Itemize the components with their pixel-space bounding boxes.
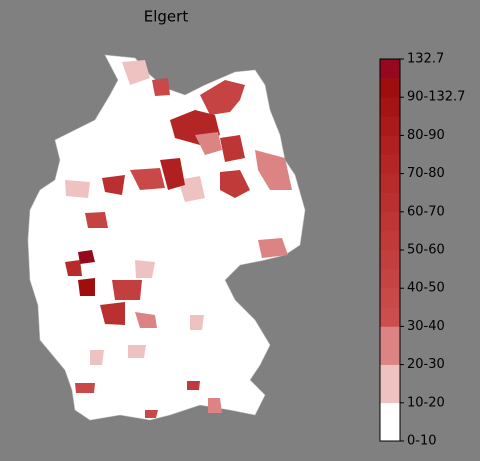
region: [135, 312, 157, 328]
map-title: Elgert: [144, 8, 189, 26]
colorbar-segment: [380, 421, 400, 442]
colorbar-segment: [380, 192, 400, 213]
colorbar-tick-label: 50-60: [407, 243, 445, 258]
colorbar-segment: [380, 345, 400, 365]
region: [78, 278, 95, 296]
colorbar-tick-label: 80-90: [407, 128, 445, 143]
region: [160, 158, 185, 190]
region: [135, 260, 155, 278]
colorbar-segment: [380, 326, 400, 346]
colorbar-segment: [380, 154, 400, 174]
colorbar-segment: [380, 135, 400, 155]
colorbar-tick-label: 70-80: [407, 166, 445, 181]
colorbar-segment: [380, 116, 400, 136]
colorbar-segment: [380, 307, 400, 327]
region: [145, 410, 158, 418]
region: [220, 170, 250, 198]
germany-map: [27, 54, 306, 421]
region: [100, 302, 125, 325]
colorbar-segment: [380, 383, 400, 404]
region: [152, 78, 170, 96]
colorbar-tick-label: 30-40: [407, 319, 445, 334]
region: [85, 212, 108, 228]
region: [220, 135, 245, 162]
region: [178, 176, 205, 202]
colorbar-tick-label: 90-132.7: [407, 90, 465, 105]
colorbar-segment: [380, 364, 400, 384]
region: [122, 60, 150, 85]
colorbar-tick-label: 10-20: [407, 395, 445, 410]
colorbar-segment: [380, 230, 400, 251]
region-highlights: [65, 60, 292, 418]
region: [187, 381, 200, 390]
region: [75, 383, 95, 393]
colorbar: 0-10 10-20 20-30 30-40 40-50 50-60 60-70 70-80 8…: [379, 52, 465, 449]
region: [200, 80, 245, 115]
colorbar-segment: [380, 211, 400, 232]
colorbar-segment: [380, 78, 400, 98]
colorbar-segment: [380, 269, 400, 289]
region: [258, 238, 288, 258]
region: [208, 398, 222, 413]
region: [255, 150, 292, 190]
region: [65, 180, 90, 198]
region: [190, 315, 204, 330]
colorbar-segment: [380, 402, 400, 423]
colorbar-tick-label: 20-30: [407, 357, 445, 372]
region: [90, 350, 104, 365]
colorbar-tick-label: 40-50: [407, 281, 445, 296]
region: [112, 280, 142, 300]
region: [78, 250, 95, 264]
colorbar-tick-label: 132.7: [407, 52, 444, 67]
colorbar-tick-label: 0-10: [407, 434, 437, 449]
region: [65, 260, 82, 276]
colorbar-segment: [380, 173, 400, 193]
colorbar-segment: [380, 288, 400, 308]
colorbar-segment: [380, 250, 400, 270]
colorbar-segment: [380, 59, 400, 79]
region: [102, 175, 125, 195]
region: [128, 345, 146, 358]
region: [195, 132, 222, 155]
colorbar-tick-label: 60-70: [407, 204, 445, 219]
colorbar-segment: [380, 97, 400, 117]
region: [130, 168, 165, 190]
